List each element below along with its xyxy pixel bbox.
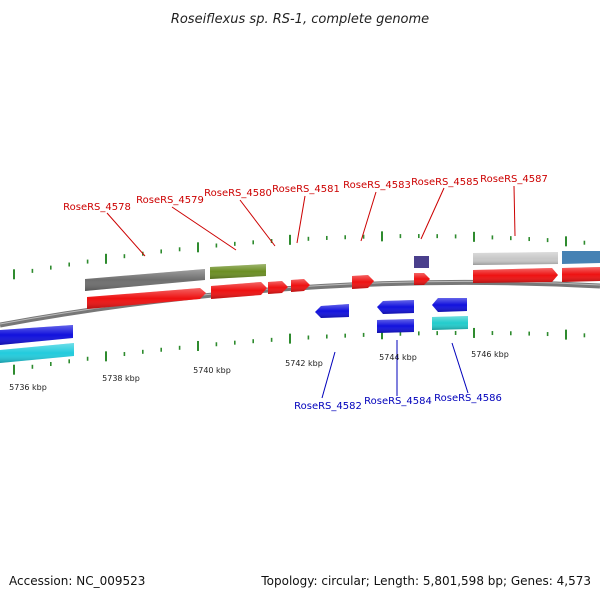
gene-block-slate[interactable]: [414, 256, 429, 268]
gene-label-forward[interactable]: RoseRS_4580: [204, 188, 272, 199]
scale-label: 5744 kbp: [379, 353, 417, 362]
label-leader-lines: [106, 185, 516, 399]
gene-label-forward[interactable]: RoseRS_4581: [272, 184, 340, 195]
outer-tick-track: [13, 231, 586, 280]
gene-block-steel[interactable]: [562, 251, 600, 264]
scale-label: 5740 kbp: [193, 366, 231, 375]
scale-label: 5738 kbp: [102, 374, 140, 383]
gene-label-forward[interactable]: RoseRS_4583: [343, 180, 411, 191]
scale-label: 5736 kbp: [9, 383, 47, 392]
gene-label-reverse[interactable]: RoseRS_4584: [364, 396, 432, 407]
forward-strand-genes: [87, 267, 600, 309]
genome-summary-text: Topology: circular; Length: 5,801,598 bp…: [260, 574, 591, 588]
gene-label-forward[interactable]: RoseRS_4585: [411, 177, 479, 188]
gene-label-forward[interactable]: RoseRS_4587: [480, 174, 548, 185]
reverse-gene-labels: RoseRS_4582 RoseRS_4584 RoseRS_4586: [294, 393, 502, 412]
inner-tick-track: [13, 327, 586, 375]
reverse-strand-genes: [0, 298, 468, 363]
scale-labels: 5736 kbp 5738 kbp 5740 kbp 5742 kbp 5744…: [9, 350, 509, 392]
forward-gene-labels: RoseRS_4578 RoseRS_4579 RoseRS_4580 Rose…: [63, 174, 548, 213]
gene-label-forward[interactable]: RoseRS_4578: [63, 202, 131, 213]
accession-text: Accession: NC_009523: [9, 574, 145, 588]
scale-label: 5746 kbp: [471, 350, 509, 359]
feature-track-outer: [85, 251, 600, 291]
scale-label: 5742 kbp: [285, 359, 323, 368]
gene-label-reverse[interactable]: RoseRS_4582: [294, 401, 362, 412]
page-title: Roseiflexus sp. RS-1, complete genome: [171, 12, 429, 27]
gene-label-reverse[interactable]: RoseRS_4586: [434, 393, 502, 404]
gene-label-forward[interactable]: RoseRS_4579: [136, 195, 204, 206]
